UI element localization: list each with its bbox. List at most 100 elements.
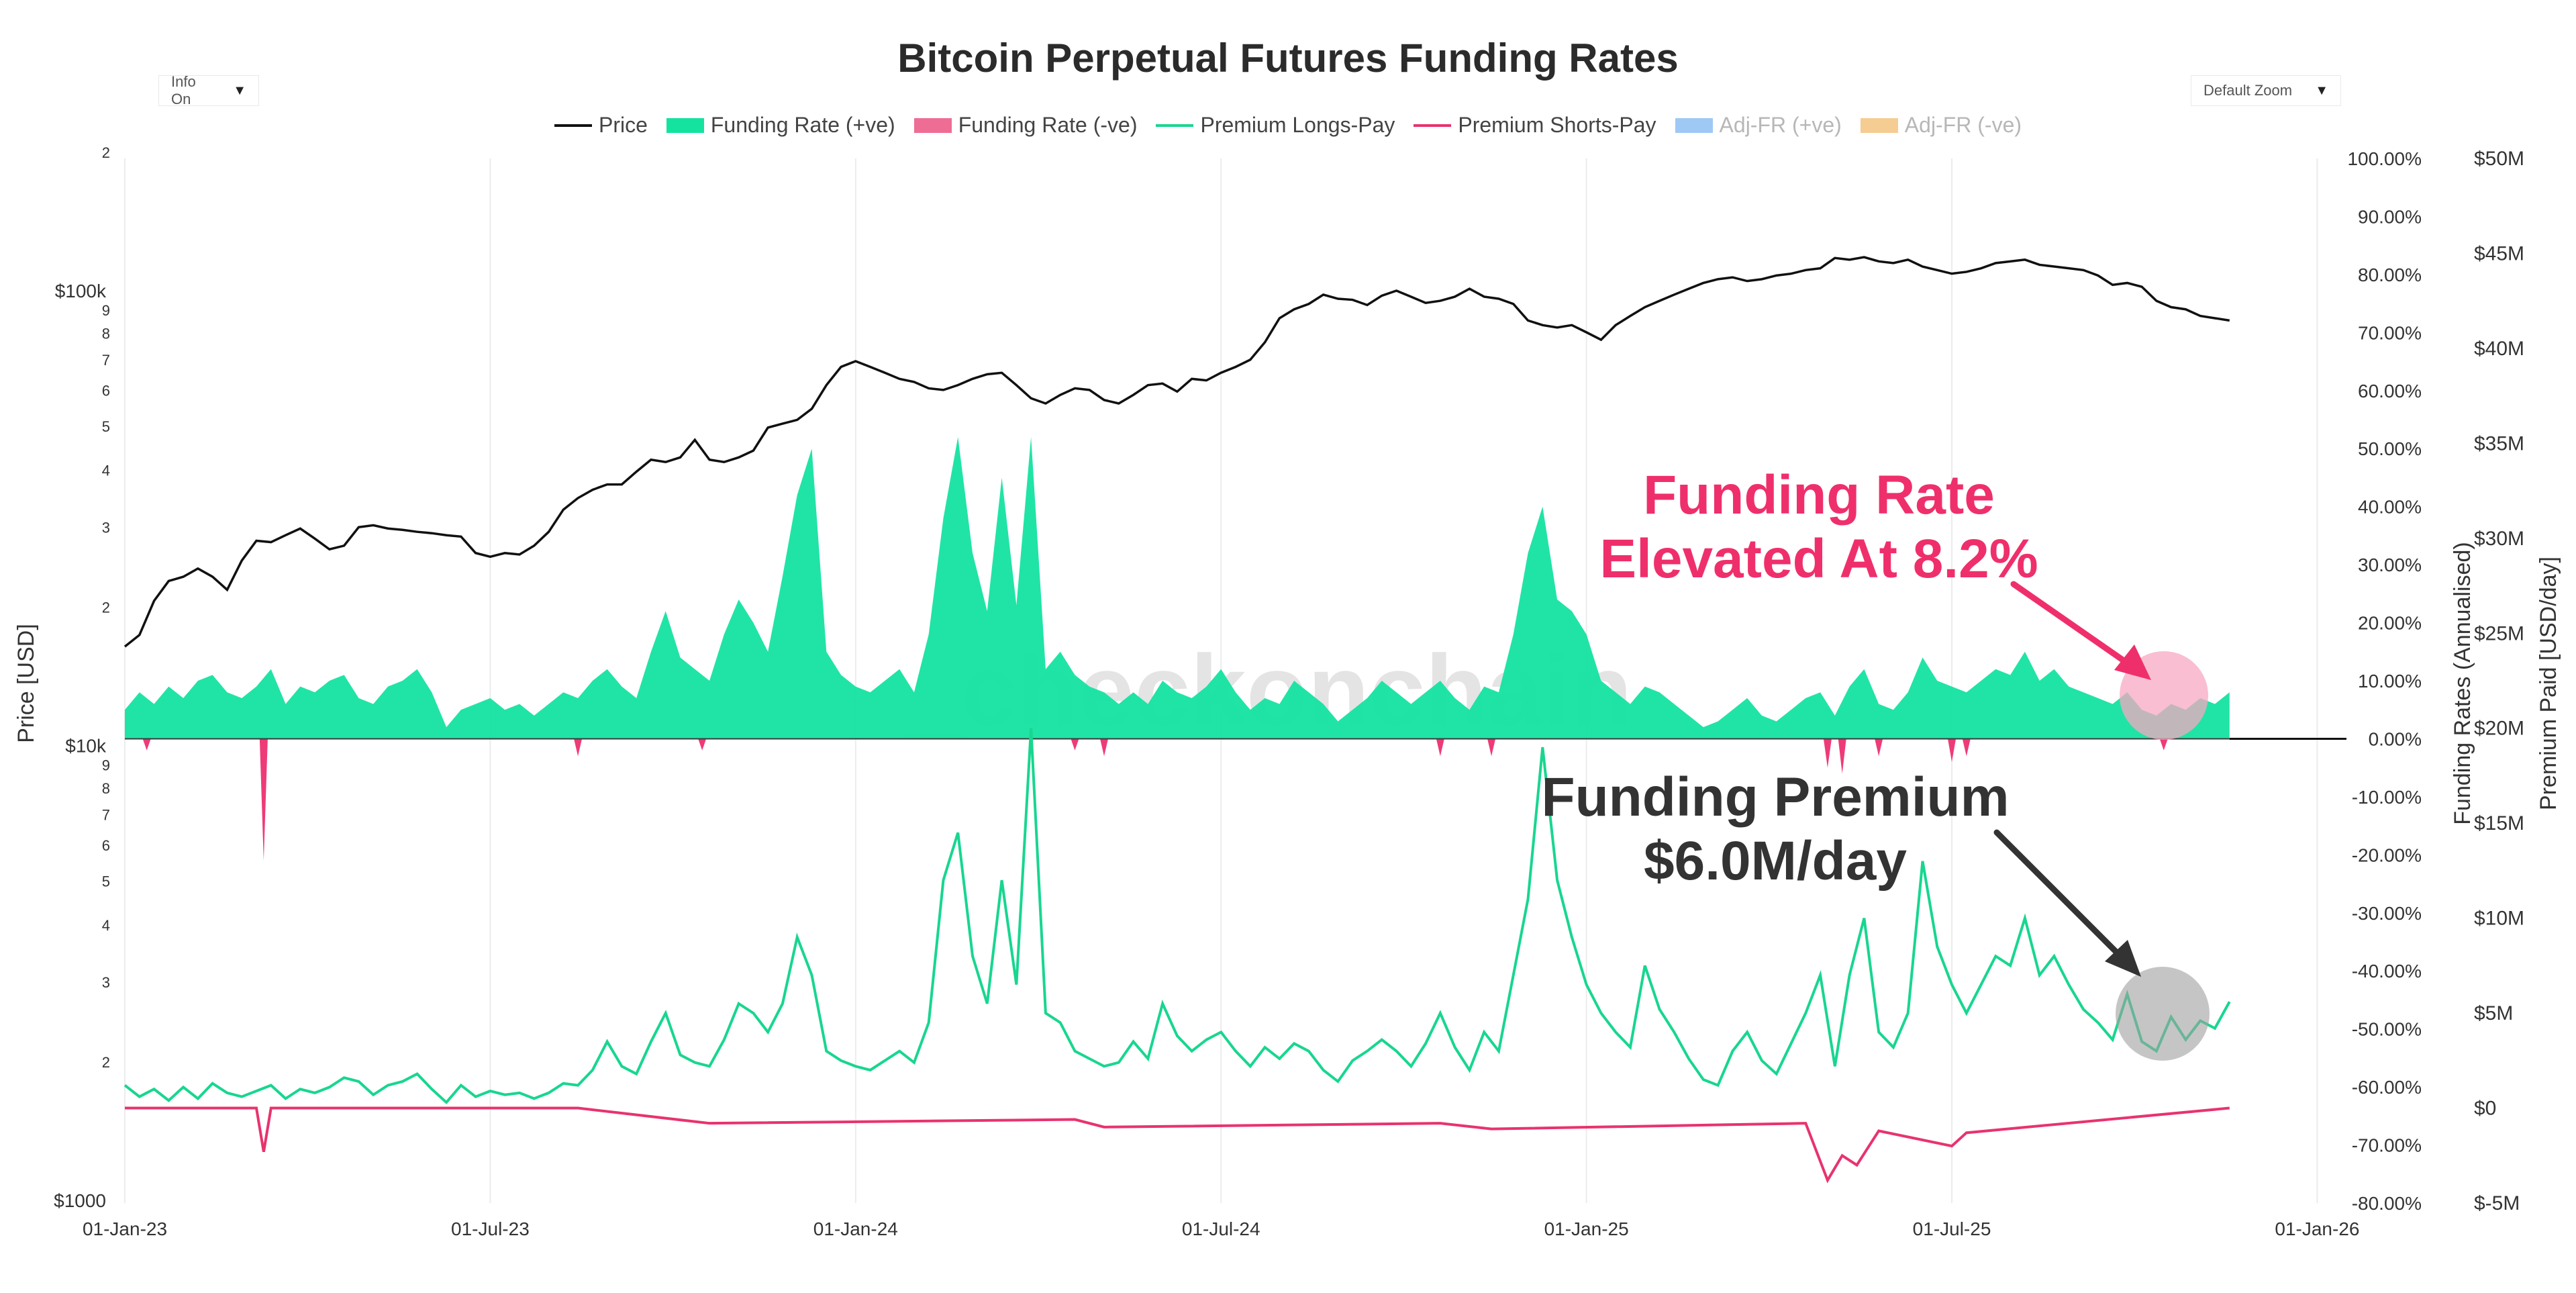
funding-rate-negative-spike [1838, 738, 1846, 774]
legend-item-adj-fr-pos[interactable]: Adj-FR (+ve) [1675, 113, 1842, 138]
funding-rate-negative-spike [2159, 738, 2168, 751]
grid-lines [124, 158, 2318, 1203]
y-tick-label-price: 6 [102, 382, 110, 399]
y-axis-label-premium: Premium Paid [USD/day] [2536, 557, 2561, 810]
legend: Price Funding Rate (+ve) Funding Rate (-… [0, 113, 2576, 138]
y-tick-label-premium: $20M [2474, 718, 2524, 740]
funding-rate-negative-spike [1100, 738, 1109, 757]
y-tick-label-price: 7 [102, 806, 110, 823]
y-tick-label-premium: $30M [2474, 528, 2524, 550]
y-axis-label-price: Price [USD] [13, 624, 39, 743]
x-tick-label: 01-Jan-26 [2275, 1218, 2359, 1239]
y-tick-label-price: $10k [65, 736, 107, 757]
x-tick-label: 01-Jul-23 [451, 1218, 530, 1239]
legend-label: Funding Rate (+ve) [710, 113, 895, 137]
y-tick-label-price: 4 [102, 463, 110, 479]
series-layer [123, 256, 2346, 1184]
zoom-label: Default Zoom [2203, 82, 2293, 99]
funding-rate-negative-spike [1962, 738, 1971, 757]
y-tick-label-premium: $-5M [2474, 1192, 2520, 1214]
funding-rate-negative-spike [1948, 738, 1956, 763]
funding-rate-negative-spike [1875, 738, 1883, 757]
legend-item-premium-longs-pay[interactable]: Premium Longs-Pay [1156, 113, 1395, 138]
legend-label: Adj-FR (+ve) [1719, 113, 1842, 137]
annotation-funding-rate-line1: Funding Rate [1643, 465, 1995, 526]
legend-swatch [1414, 124, 1452, 127]
legend-swatch [554, 124, 592, 127]
y-tick-label-funding: 0.00% [2369, 728, 2422, 749]
y-tick-label-price: 8 [102, 326, 110, 342]
y-tick-label-funding: 50.00% [2358, 438, 2422, 459]
y-tick-label-funding: -40.00% [2352, 961, 2422, 981]
info-toggle-dropdown[interactable]: Info On ▼ [158, 73, 259, 107]
y-tick-label-premium: $40M [2474, 338, 2524, 360]
annotation-highlight-premium [2116, 967, 2210, 1061]
funding-rate-negative-spike [574, 738, 583, 757]
zoom-dropdown[interactable]: Default Zoom ▼ [2191, 75, 2341, 106]
y-tick-label-premium: $5M [2474, 1002, 2513, 1024]
legend-label: Premium Shorts-Pay [1458, 113, 1656, 137]
x-tick-label: 01-Jul-25 [1913, 1218, 1991, 1239]
y-tick-label-price: 3 [102, 519, 110, 536]
y-tick-label-price: 6 [102, 837, 110, 854]
y-tick-label-premium: $25M [2474, 622, 2524, 644]
y-tick-label-funding: -20.00% [2352, 845, 2422, 865]
x-tick-label: 01-Jan-24 [813, 1218, 898, 1239]
y-tick-label-premium: $15M [2474, 812, 2524, 834]
y-tick-label-premium: $50M [2474, 148, 2524, 170]
x-tick-label: 01-Jul-24 [1182, 1218, 1260, 1239]
annotation-premium-line1: Funding Premium [1542, 767, 2010, 828]
y-tick-label-price: 5 [102, 873, 110, 890]
premium-longs-pay-line [123, 728, 2231, 1104]
info-toggle-label: Info On [171, 73, 196, 107]
legend-item-price[interactable]: Price [554, 113, 648, 138]
y-tick-label-funding: -10.00% [2352, 787, 2422, 808]
funding-rate-negative-spike [1487, 738, 1496, 757]
y-tick-label-funding: -30.00% [2352, 903, 2422, 924]
y-tick-label-funding: -70.00% [2352, 1135, 2422, 1156]
y-tick-label-premium: $10M [2474, 908, 2524, 930]
y-axis-label-funding: Funding Rates (Annualised) [2450, 542, 2475, 824]
premium-shorts-pay-line [125, 1106, 2230, 1184]
annotation-highlight-funding-rate [2120, 651, 2208, 740]
y-tick-label-price: 3 [102, 974, 110, 991]
funding-rate-negative-spike [1436, 738, 1444, 757]
annotation-arrow-premium [1993, 829, 2128, 963]
legend-item-funding-rate-neg[interactable]: Funding Rate (-ve) [913, 113, 1138, 138]
arrow-head-icon [2114, 644, 2151, 680]
y-tick-label-funding: 70.00% [2358, 322, 2422, 343]
funding-rate-negative-spike [1071, 738, 1079, 751]
price-line [123, 256, 2230, 648]
y-tick-label-price: 5 [102, 418, 110, 435]
y-tick-label-price: 4 [102, 917, 110, 934]
legend-swatch [1156, 124, 1194, 127]
y-tick-label-funding: -60.00% [2352, 1077, 2422, 1098]
funding-rate-negative-spike [1823, 738, 1832, 768]
y-tick-label-premium: $35M [2474, 432, 2524, 454]
y-tick-label-funding: 40.00% [2358, 497, 2422, 518]
x-tick-label: 01-Jan-23 [83, 1218, 167, 1239]
y-tick-label-price: 9 [102, 302, 110, 319]
legend-item-funding-rate-pos[interactable]: Funding Rate (+ve) [666, 113, 895, 138]
legend-label: Funding Rate (-ve) [958, 113, 1138, 137]
y-tick-label-funding: 30.00% [2358, 555, 2422, 575]
watermark: _checkonchain [903, 634, 1632, 747]
legend-swatch [1860, 117, 1898, 133]
annotation-arrow-funding-rate [2010, 581, 2138, 671]
funding-rate-positive-area [125, 436, 2230, 739]
y-tick-label-price: 2 [102, 600, 110, 616]
legend-item-adj-fr-neg[interactable]: Adj-FR (-ve) [1860, 113, 2022, 138]
chart-title: Bitcoin Perpetual Futures Funding Rates [897, 36, 1679, 81]
y-tick-label-funding: 20.00% [2358, 613, 2422, 634]
axes-layer: 01-Jan-23 01-Jul-23 01-Jan-24 01-Jul-24 01-J… [54, 144, 2524, 1239]
y-tick-label-price: $100k [55, 281, 107, 301]
funding-rate-negative-spike [142, 738, 151, 751]
y-tick-label-price: 8 [102, 780, 110, 797]
legend-item-premium-shorts-pay[interactable]: Premium Shorts-Pay [1414, 113, 1656, 138]
chevron-down-icon: ▼ [2315, 83, 2328, 98]
y-tick-label-funding: 90.00% [2358, 206, 2422, 227]
funding-rate-negative-spike [698, 738, 707, 751]
y-tick-label-funding: 10.00% [2358, 671, 2422, 691]
y-tick-label-funding: 100.00% [2347, 148, 2422, 169]
